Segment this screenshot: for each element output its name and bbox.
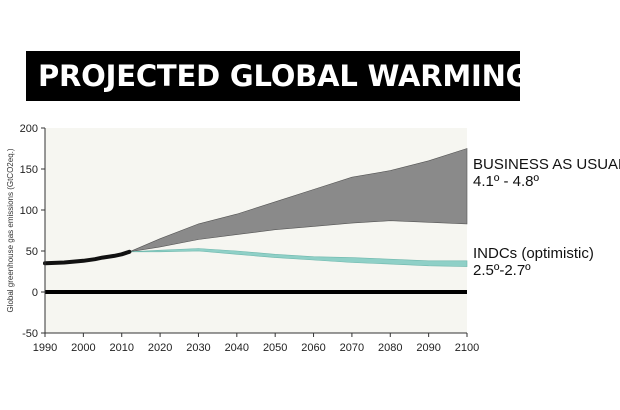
x-tick-label: 2040 — [225, 342, 249, 354]
y-tick-label: 200 — [20, 123, 38, 135]
historical-emissions-line — [43, 249, 132, 266]
bau-range-label: 4.1º - 4.8º — [473, 173, 540, 190]
x-tick-label: 2000 — [71, 342, 95, 354]
x-tick-label: 2050 — [263, 342, 287, 354]
x-tick-label: 2080 — [378, 342, 402, 354]
x-tick-label: 2100 — [455, 342, 479, 354]
y-ticks: 200 150 100 50 0 -50 — [20, 123, 45, 340]
x-tick-label: 1990 — [33, 342, 57, 354]
x-tick-label: 2090 — [416, 342, 440, 354]
plot-area — [43, 148, 468, 267]
indc-band — [129, 248, 468, 267]
x-ticks: 1990 2000 2010 2020 2030 2040 2050 2060 2070 2080… — [33, 333, 479, 354]
x-tick-label: 2020 — [148, 342, 172, 354]
title-banner: PROJECTED GLOBAL WARMING — [26, 51, 529, 101]
x-tick-label: 2070 — [340, 342, 364, 354]
indc-label: INDCs (optimistic) — [473, 245, 594, 262]
y-tick-label: 150 — [20, 164, 38, 176]
business-as-usual-band — [129, 148, 468, 253]
bau-label: BUSINESS AS USUAL — [473, 156, 620, 173]
y-tick-label: 0 — [32, 287, 38, 299]
x-tick-label: 2030 — [186, 342, 210, 354]
y-tick-label: -50 — [22, 328, 38, 340]
y-tick-label: 50 — [26, 246, 38, 258]
indc-range-label: 2.5º-2.7º — [473, 262, 531, 279]
x-tick-label: 2060 — [301, 342, 325, 354]
x-tick-label: 2010 — [109, 342, 133, 354]
y-axis-label: Global greenhouse gas emissions (GtCO2eq… — [6, 148, 15, 312]
y-tick-label: 100 — [20, 205, 38, 217]
chart-title: PROJECTED GLOBAL WARMING — [38, 59, 530, 93]
